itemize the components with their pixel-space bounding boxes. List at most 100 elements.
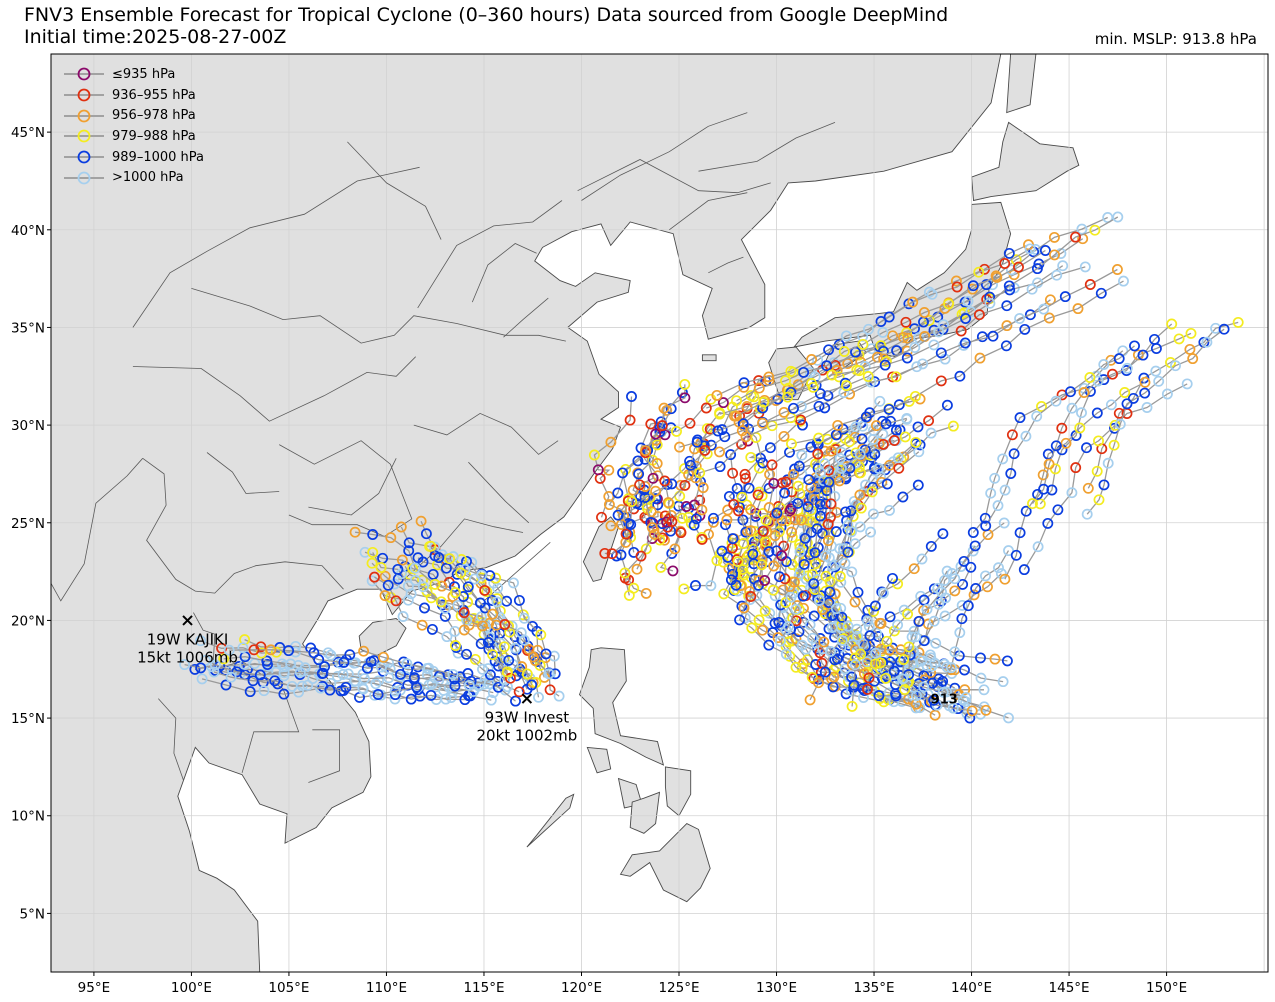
track-point [278,688,290,700]
land-taiwan [582,516,620,582]
track-point [735,580,747,591]
track-point [731,395,742,407]
track-point [879,359,891,371]
track-point [809,547,821,559]
track-point [403,545,415,557]
track-point [782,621,794,633]
lon-tick-label: 130°E [756,980,797,996]
legend-label: >1000 hPa [112,170,184,186]
track-point [605,436,617,448]
track-point [980,570,991,582]
track-point [757,417,768,429]
ensemble-track [706,244,1029,409]
track-point [624,414,636,426]
track-point [216,642,228,654]
track-point [835,462,847,474]
track-point [778,430,790,442]
track-point [785,503,797,515]
track-point [237,642,249,654]
track-point [725,574,737,586]
track-point [633,468,645,480]
track-point [902,608,914,620]
track-point [690,513,702,525]
land-sakhalin [1006,54,1037,114]
track-point [626,496,638,507]
track-point [937,528,949,540]
track-point [856,433,868,445]
track-point [774,635,786,647]
track-point [639,492,651,503]
track-point [808,578,820,590]
track-point [1018,564,1030,576]
track-point [1129,340,1140,352]
track-point [696,504,708,516]
track-point [813,400,825,412]
track-point [853,365,865,377]
track-point [951,281,963,293]
track-point [617,467,629,479]
track-point [1093,435,1104,447]
track-point [704,423,716,435]
track-point [513,686,525,698]
track-point [1089,224,1101,236]
track-point [427,568,439,580]
track-point [1038,483,1050,495]
storm-intensity: 15kt 1006mb [137,648,238,666]
land-palawan [526,793,575,848]
track-point [880,418,892,430]
track-point [484,669,496,681]
legend-swatch [64,171,104,185]
track-point [780,476,792,488]
track-point [1003,280,1015,292]
track-point [907,296,919,308]
track-point [745,451,757,463]
track-point [888,435,900,446]
track-point [429,578,441,590]
track-point [901,412,913,424]
track-point [483,631,495,643]
track-point [962,295,974,307]
track-point [684,417,696,429]
track-point [941,399,953,411]
track-point [849,596,861,608]
track-point [806,354,818,365]
track-point [985,487,997,499]
admin-border [347,141,442,240]
track-point [850,421,862,433]
track-point [459,694,471,706]
track-point [696,533,708,545]
track-point [605,520,617,532]
land-luzon [578,647,665,766]
track-point [372,689,384,700]
admin-border [142,457,344,594]
track-point [1082,482,1094,494]
track-point [964,712,976,724]
track-point [821,360,833,372]
track-point [690,580,701,591]
track-point [269,675,281,687]
track-point [802,501,814,513]
track-point [1153,375,1165,387]
track-point [650,493,662,505]
track-point [1139,376,1151,388]
track-point [829,588,841,600]
track-point [1065,386,1076,398]
track-point [777,602,789,614]
track-point [1014,412,1026,424]
track-point [603,499,615,511]
track-point [484,570,496,582]
ensemble-track [816,417,1009,719]
track-point [1020,505,1032,517]
track-point [921,603,933,615]
admin-border [503,297,549,338]
ensemble-track [1023,383,1188,570]
track-point [997,676,1009,688]
track-point [884,504,895,516]
track-point [890,688,901,700]
track-point [893,462,905,474]
track-point [809,584,821,595]
admin-border [468,461,530,524]
track-point [868,605,880,617]
track-point [935,347,947,359]
